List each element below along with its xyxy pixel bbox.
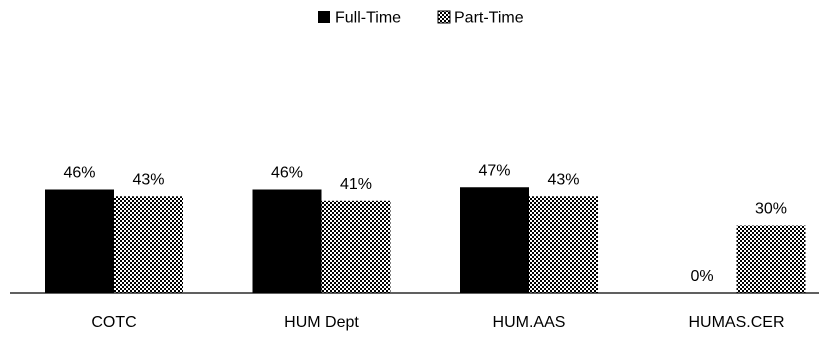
category-label-hum-aas: HUM.AAS — [493, 314, 566, 331]
data-label-full-time-hum-dept: 46% — [271, 165, 303, 182]
category-label-humas-cer: HUMAS.CER — [688, 314, 784, 331]
legend-label-part-time: Part-Time — [454, 10, 524, 27]
legend-label-full-time: Full-Time — [335, 10, 401, 27]
bar-full-time-hum-aas — [460, 187, 529, 293]
bar-full-time-cotc — [45, 189, 114, 293]
category-label-hum-dept: HUM Dept — [284, 314, 359, 331]
bar-full-time-hum-dept — [252, 189, 322, 293]
data-label-part-time-hum-aas: 43% — [547, 171, 579, 188]
legend-item-full-time: Full-Time — [318, 10, 401, 27]
data-label-full-time-humas-cer: 0% — [690, 268, 713, 285]
legend-swatch-full-time — [318, 11, 330, 23]
category-label-cotc: COTC — [91, 314, 136, 331]
data-label-full-time-hum-aas: 47% — [478, 162, 510, 179]
data-label-full-time-cotc: 46% — [63, 165, 95, 182]
data-label-part-time-humas-cer: 30% — [755, 201, 787, 218]
bar-part-time-cotc — [114, 196, 183, 293]
legend-swatch-part-time — [437, 10, 451, 24]
legend-item-part-time: Part-Time — [437, 10, 524, 27]
bars-layer — [45, 187, 806, 293]
data-label-part-time-hum-dept: 41% — [340, 176, 372, 193]
category-labels-layer: COTC HUM Dept HUM.AAS HUMAS.CER — [91, 314, 784, 331]
bar-part-time-hum-aas — [529, 196, 598, 293]
bar-part-time-hum-dept — [321, 200, 391, 293]
bar-part-time-humas-cer — [736, 225, 806, 293]
data-label-part-time-cotc: 43% — [132, 171, 164, 188]
data-labels-layer: 46% 43% 46% 41% 47% 43% 0% 30% — [63, 162, 787, 285]
legend: Full-Time Part-Time — [318, 10, 524, 27]
